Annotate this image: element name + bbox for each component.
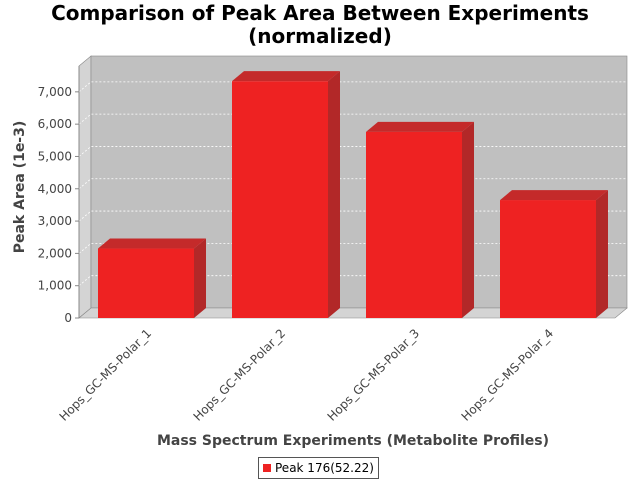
bars: [98, 71, 608, 319]
gridline: [78, 113, 627, 125]
bar-top: [366, 121, 474, 132]
bar-front: [98, 248, 194, 318]
legend-swatch: [263, 464, 271, 472]
gridline: [78, 81, 627, 93]
x-tick-label: Hops_GC-MS-Polar_1: [57, 326, 155, 424]
legend-label: Peak 176(52.22): [275, 461, 374, 475]
y-tick-label: 6,000: [38, 117, 72, 131]
chart-title-line-2: (normalized): [248, 24, 392, 48]
y-tick-label: 0: [64, 311, 72, 325]
y-tick-label: 3,000: [38, 214, 72, 228]
bar-top: [500, 190, 608, 201]
x-tick-label: Hops_GC-MS-Polar_2: [191, 326, 289, 424]
bar-front: [500, 200, 596, 318]
bar-side: [596, 190, 608, 318]
bar-side: [194, 238, 206, 318]
x-tick-label: Hops_GC-MS-Polar_3: [325, 326, 423, 424]
y-axis: 0 1,000 2,000 3,000 4,000 5,000 6,000 7,000: [38, 66, 80, 325]
y-tick-label: 7,000: [38, 85, 72, 99]
plot-left-wall: [78, 55, 92, 319]
bar: [98, 238, 206, 318]
chart-title: Comparison of Peak Area Between Experime…: [0, 2, 640, 48]
bar-side: [328, 71, 340, 318]
legend: Peak 176(52.22): [258, 457, 379, 479]
y-tick-label: 5,000: [38, 149, 72, 163]
y-tick-label: 4,000: [38, 182, 72, 196]
bar: [500, 190, 608, 318]
x-axis-label: Mass Spectrum Experiments (Metabolite Pr…: [157, 433, 549, 449]
chart-title-line-1: Comparison of Peak Area Between Experime…: [51, 1, 589, 25]
y-axis-label: Peak Area (1e-3): [12, 121, 28, 254]
x-axis: Hops_GC-MS-Polar_1 Hops_GC-MS-Polar_2 Hops…: [57, 326, 557, 424]
y-tick-label: 2,000: [38, 246, 72, 260]
bar-front: [366, 131, 462, 318]
bar: [232, 71, 340, 318]
y-tick-label: 1,000: [38, 279, 72, 293]
bar-front: [232, 81, 328, 318]
bar-top: [232, 71, 340, 82]
x-tick-label: Hops_GC-MS-Polar_4: [459, 326, 557, 424]
bar: [366, 121, 474, 319]
bar-side: [462, 121, 474, 319]
bar-top: [98, 238, 206, 249]
